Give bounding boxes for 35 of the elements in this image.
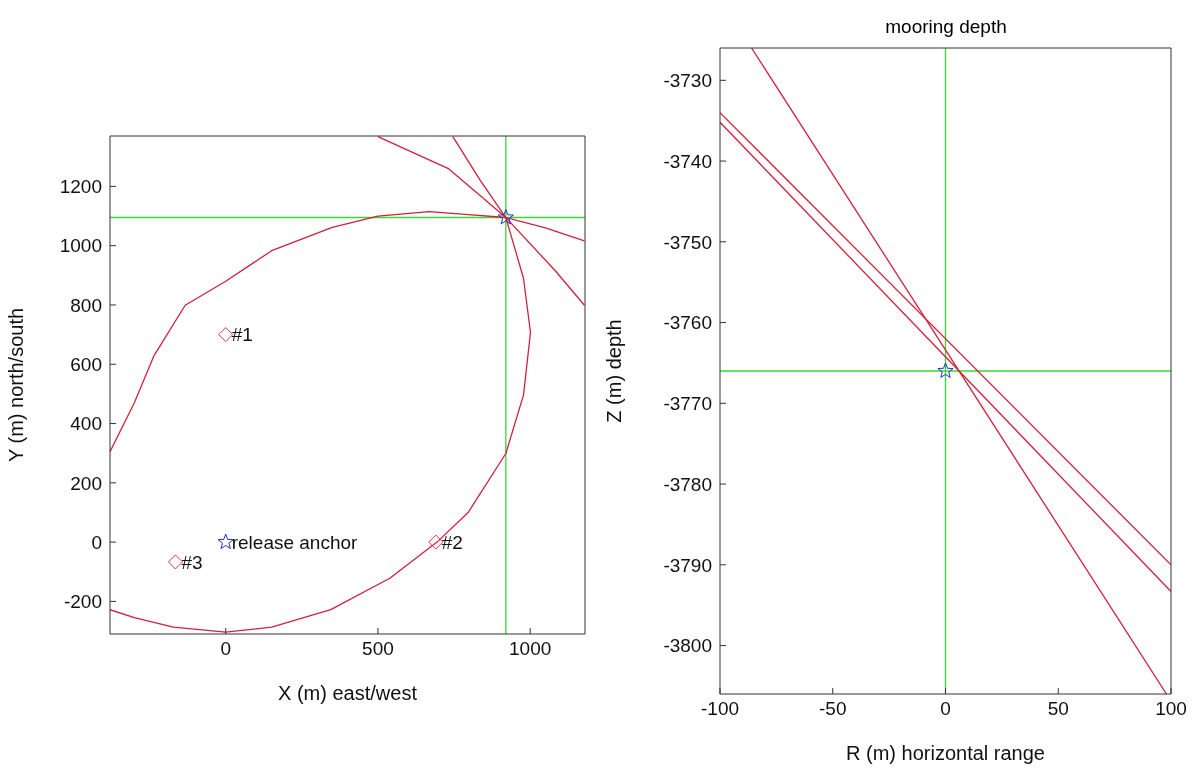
x-axis-title: X (m) east/west (278, 682, 418, 704)
y-tick-label: -3760 (663, 312, 712, 334)
point (497, 209, 514, 225)
y-tick-label: 400 (70, 413, 102, 435)
y-tick-label: 0 (91, 531, 102, 553)
y-axis-title: Y (m) north/south (5, 307, 28, 463)
x-tick-label: 100 (1155, 698, 1187, 720)
annotation: #3 (181, 551, 203, 573)
y-tick-label: 1000 (59, 235, 102, 257)
x-tick-label: -100 (700, 698, 740, 720)
x-tick-label: 500 (362, 638, 394, 660)
y-axis-title: Z (m) depth (603, 319, 626, 423)
y-tick-label: -3800 (663, 635, 712, 657)
annotation: #1 (231, 324, 253, 346)
y-tick-label: 800 (70, 294, 102, 316)
y-tick-label: -200 (63, 591, 102, 613)
annotation: #2 (441, 531, 463, 553)
annotation: release anchor (231, 531, 359, 553)
y-tick-label: -3780 (663, 473, 712, 495)
x-tick-label: 1000 (509, 638, 552, 660)
y-tick-label: -3750 (663, 231, 712, 253)
point (217, 533, 234, 550)
y-tick-label: 200 (70, 472, 102, 494)
y-tick-label: -3730 (663, 70, 712, 92)
x-tick-label: 0 (220, 638, 231, 660)
x-tick-label: 50 (1047, 698, 1069, 720)
y-tick-label: -3740 (663, 150, 712, 172)
x-tick-label: -50 (819, 698, 847, 720)
y-tick-label: -3770 (663, 393, 712, 415)
x-tick-label: 0 (940, 698, 951, 720)
y-tick-label: 1200 (59, 176, 102, 198)
chart-title: mooring depth (884, 16, 1008, 38)
y-tick-label: -3790 (663, 554, 712, 576)
y-tick-label: 600 (70, 353, 102, 375)
x-axis-title: R (m) horizontal range (846, 742, 1045, 764)
